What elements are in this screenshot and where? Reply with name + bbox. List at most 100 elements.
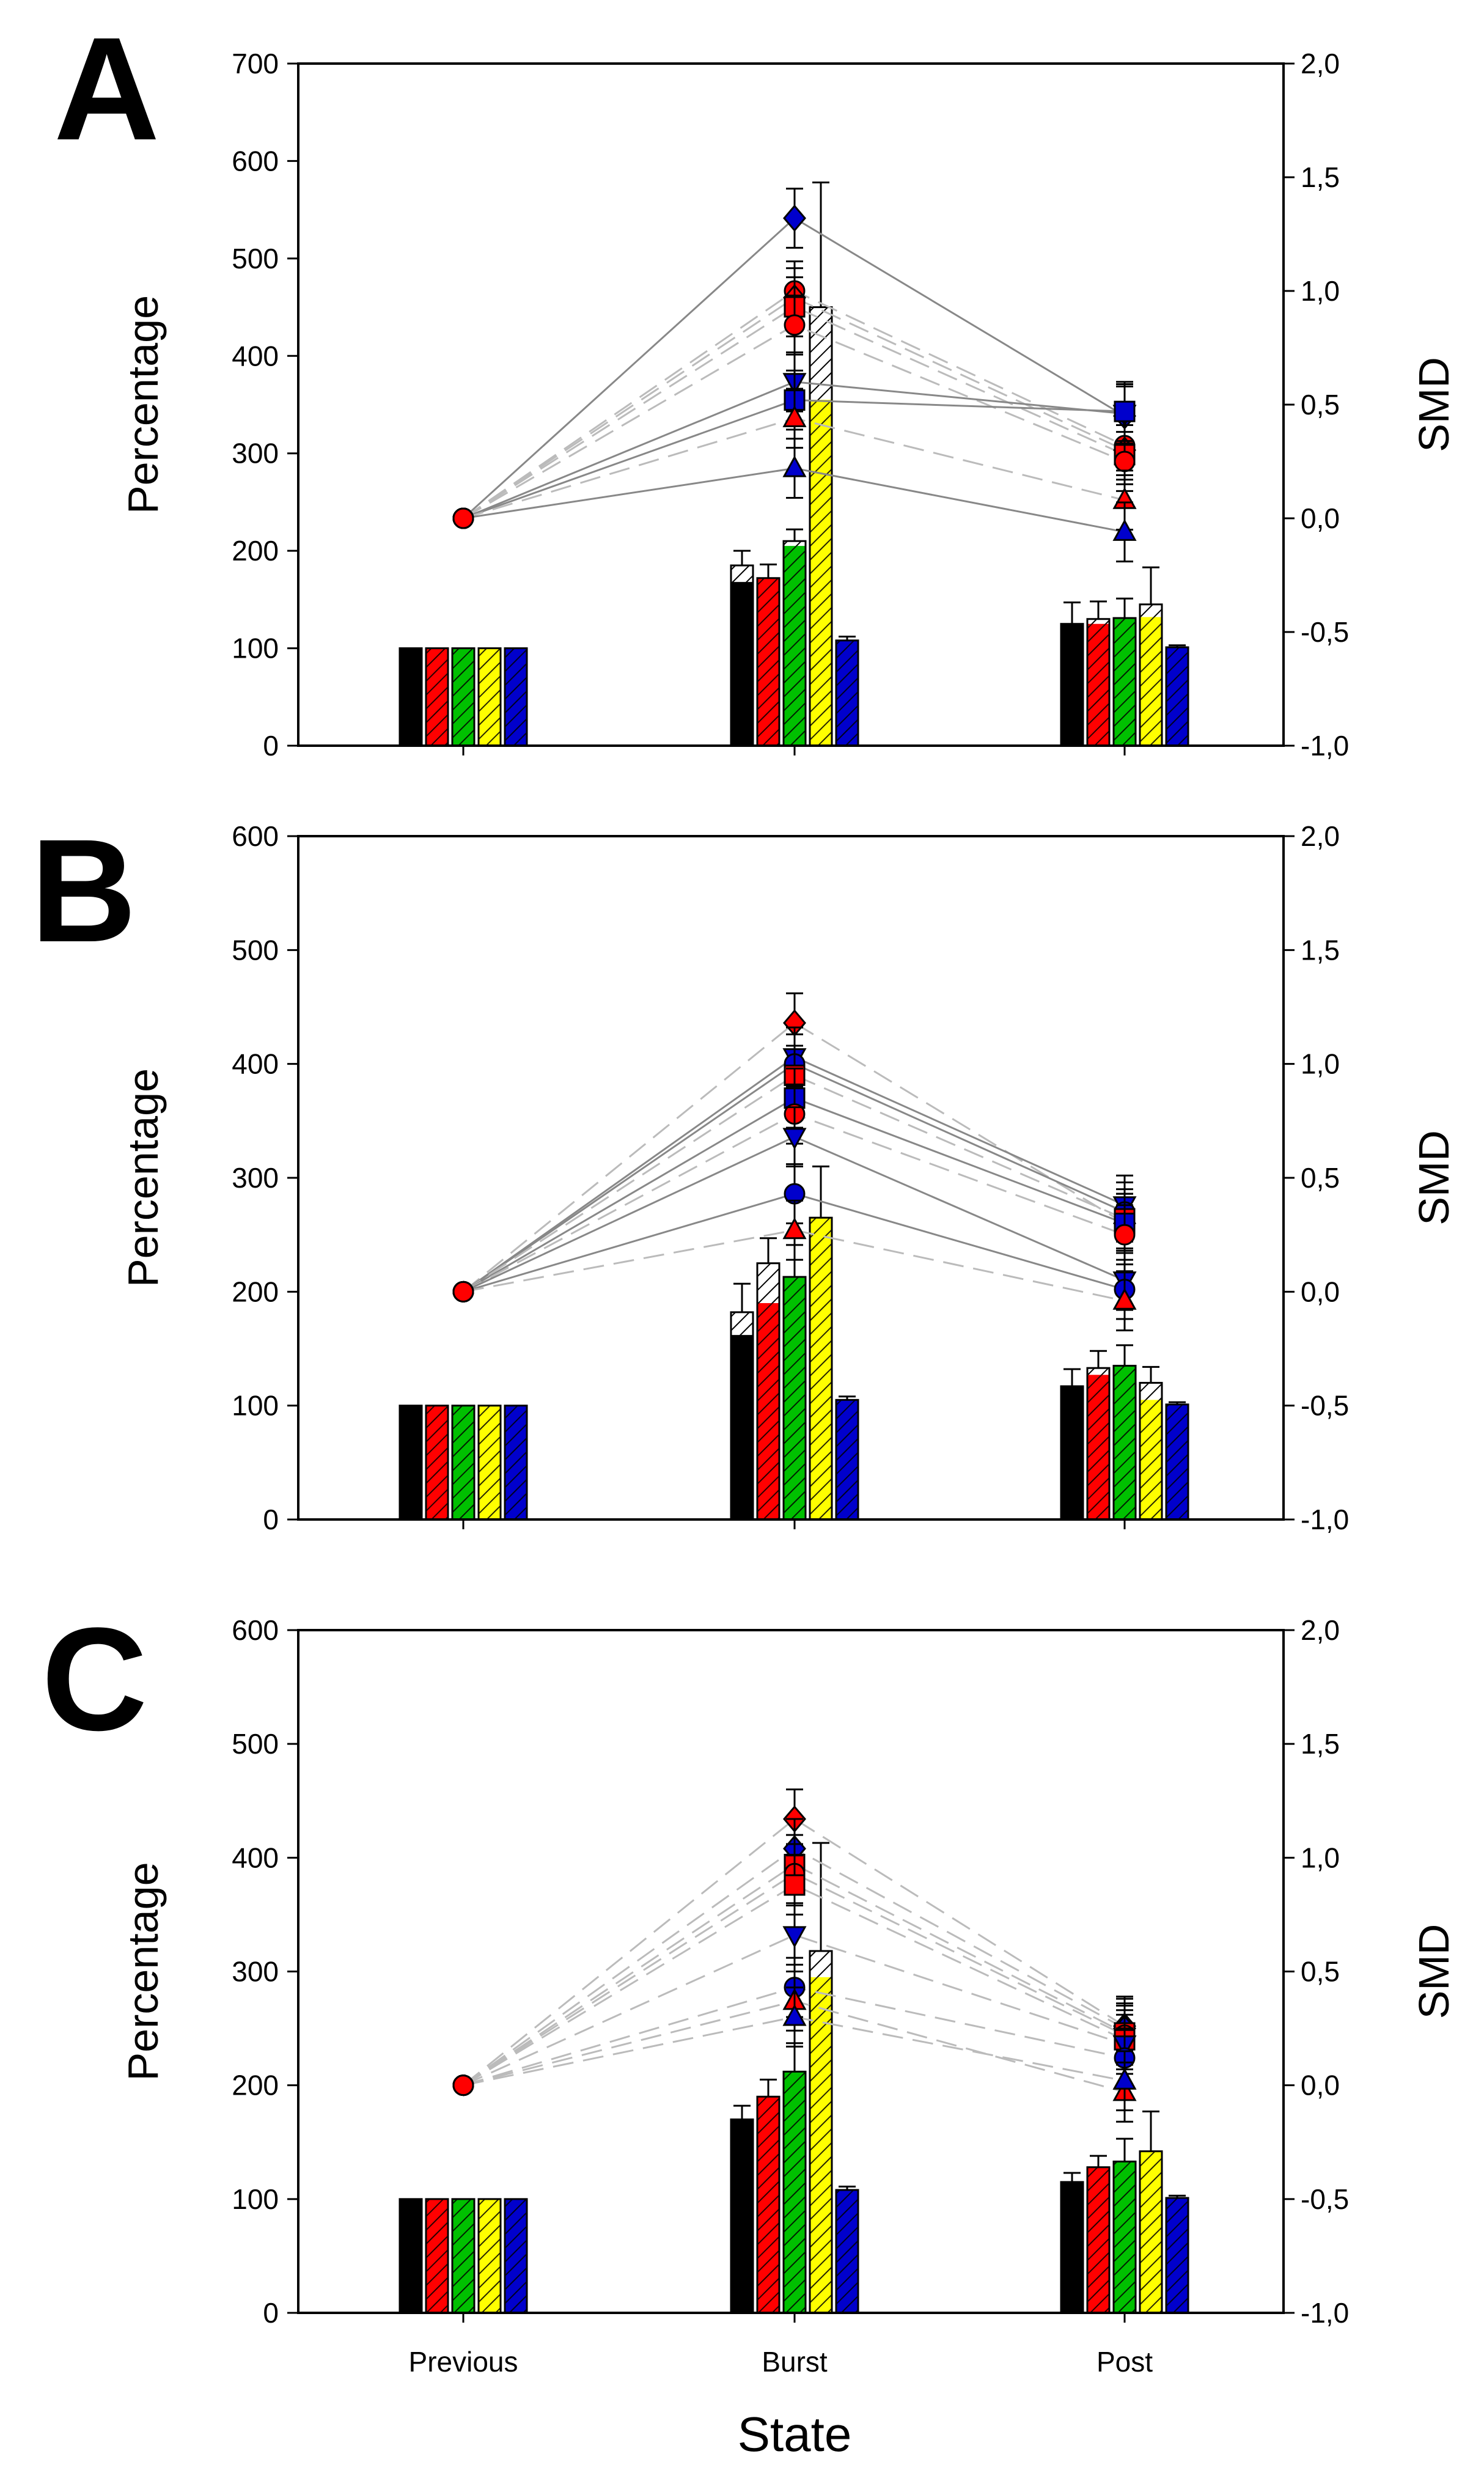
y2-tick-label: 1,0 xyxy=(1301,1842,1340,1873)
y-tick-label: 300 xyxy=(232,1162,279,1194)
smd-point xyxy=(782,2004,807,2026)
smd-point xyxy=(452,507,474,529)
bar-fill-black xyxy=(1061,1386,1083,1519)
y-tick-label: 400 xyxy=(232,1842,279,1873)
bar-overhatch-blue xyxy=(836,640,858,746)
panel-letter: A xyxy=(54,7,160,171)
bar-overhatch-yellow xyxy=(810,1977,832,2313)
y-tick-label: 200 xyxy=(232,1276,279,1307)
bar-overhatch-blue xyxy=(505,648,527,746)
y2-axis-title: SMD xyxy=(1410,1924,1458,2019)
x-axis-title: State xyxy=(738,2407,852,2461)
bar-overhatch-green xyxy=(1114,618,1136,746)
y2-tick-label: -0,5 xyxy=(1301,616,1349,648)
bar-fill-black xyxy=(1061,623,1083,746)
bar-overhatch-yellow xyxy=(479,648,501,746)
bar-overhatch-blue xyxy=(1166,1404,1188,1519)
bar-fill-black xyxy=(731,1335,753,1519)
bar-fill-black xyxy=(731,2119,753,2313)
y2-axis-title: SMD xyxy=(1410,1130,1458,1225)
bar-overhatch-green xyxy=(784,1277,806,1519)
smd-point xyxy=(783,204,806,232)
y2-tick-label: -0,5 xyxy=(1301,1390,1349,1422)
bar-overhatch-green xyxy=(452,1405,474,1519)
panel-letter: B xyxy=(31,809,136,972)
smd-line xyxy=(463,1074,1125,1293)
bar-overhatch-red xyxy=(426,2199,448,2313)
bar-overhatch-yellow xyxy=(479,1405,501,1519)
y-tick-label: 0 xyxy=(263,730,279,762)
y-tick-label: 400 xyxy=(232,340,279,372)
bar-overhatch-blue xyxy=(1166,647,1188,746)
bar-overhatch-blue xyxy=(505,1405,527,1519)
smd-point xyxy=(782,1217,807,1240)
bar-overhatch-green xyxy=(452,2199,474,2313)
bar-overhatch-blue xyxy=(505,2199,527,2313)
smd-point xyxy=(782,405,807,427)
panel-letter: C xyxy=(42,1597,147,1761)
bar-overhatch-red xyxy=(757,578,779,746)
bar-fill-black xyxy=(1061,2181,1083,2313)
y-axis-title: Percentage xyxy=(119,1068,167,1287)
bar-overhatch-red xyxy=(426,1405,448,1519)
smd-point xyxy=(452,2074,474,2096)
smd-point xyxy=(1112,2068,1137,2090)
bar-overhatch-green xyxy=(452,648,474,746)
bar-overhatch-green xyxy=(1114,1365,1136,1519)
smd-point xyxy=(1114,450,1136,472)
bar-overhatch-green xyxy=(784,2071,806,2313)
x-tick-post: Post xyxy=(1096,2346,1153,2378)
bar-overhatch-red xyxy=(426,648,448,746)
y-tick-label: 100 xyxy=(232,2183,279,2215)
plot-frame xyxy=(297,835,1285,1521)
bar-overhatch-red xyxy=(1087,1375,1109,1519)
panel-a: A 0 100 200 300 400 500 600 700 -1,0 -0,5 0,0 0,5 1,0… xyxy=(54,7,1458,762)
x-tick-previous: Previous xyxy=(409,2346,518,2378)
bar-overhatch-yellow xyxy=(810,1218,832,1519)
bar-overhatch-yellow xyxy=(479,2199,501,2313)
bar-fill-black xyxy=(400,1405,422,1519)
smd-point xyxy=(782,1128,807,1150)
smd-point xyxy=(1112,519,1137,541)
y-tick-label: 600 xyxy=(232,1614,279,1646)
smd-line xyxy=(463,306,1125,520)
smd-point xyxy=(1112,1288,1137,1310)
y2-tick-label: 0,0 xyxy=(1301,1276,1340,1307)
bar-overhatch-yellow xyxy=(1140,617,1162,746)
y2-tick-label: 1,5 xyxy=(1301,1728,1340,1760)
bar-overhatch-red xyxy=(757,1303,779,1519)
y2-tick-label: 1,5 xyxy=(1301,934,1340,966)
y-tick-label: 100 xyxy=(232,633,279,664)
y2-tick-label: 0,5 xyxy=(1301,1162,1340,1194)
smd-point xyxy=(782,1926,807,1949)
y-tick-label: 600 xyxy=(232,145,279,177)
bar-overhatch-green xyxy=(784,546,806,746)
bar-overhatch-yellow xyxy=(810,400,832,746)
bar-overhatch-yellow xyxy=(1140,2151,1162,2313)
y-tick-label: 100 xyxy=(232,1390,279,1422)
smd-line xyxy=(463,1872,1125,2086)
y-tick-label: 200 xyxy=(232,535,279,567)
y-tick-label: 0 xyxy=(263,1504,279,1535)
y2-tick-label: 0,0 xyxy=(1301,502,1340,534)
y-tick-label: 400 xyxy=(232,1048,279,1080)
bar-overhatch-red xyxy=(1087,2167,1109,2313)
y2-tick-label: 1,0 xyxy=(1301,1048,1340,1080)
bar-overhatch-blue xyxy=(1166,2197,1188,2313)
y2-tick-label: 2,0 xyxy=(1301,1614,1340,1646)
y-tick-label: 600 xyxy=(232,820,279,852)
panel-c: C 0 100 200 300 400 500 600 -1,0 -0,5 0,0 0,5 1,0 1,5… xyxy=(42,1597,1458,2329)
plot-frame xyxy=(297,1629,1285,2314)
y2-tick-label: -1,0 xyxy=(1301,730,1349,762)
y-tick-label: 200 xyxy=(232,2070,279,2101)
bar-overhatch-red xyxy=(757,2096,779,2313)
y-tick-label: 500 xyxy=(232,1728,279,1760)
smd-point xyxy=(784,314,806,336)
y2-tick-label: 2,0 xyxy=(1301,48,1340,79)
y2-tick-label: 2,0 xyxy=(1301,820,1340,852)
y2-tick-label: 0,5 xyxy=(1301,1956,1340,1988)
smd-point xyxy=(452,1281,474,1303)
y2-tick-label: 0,5 xyxy=(1301,389,1340,421)
y2-tick-label: -1,0 xyxy=(1301,1504,1349,1535)
